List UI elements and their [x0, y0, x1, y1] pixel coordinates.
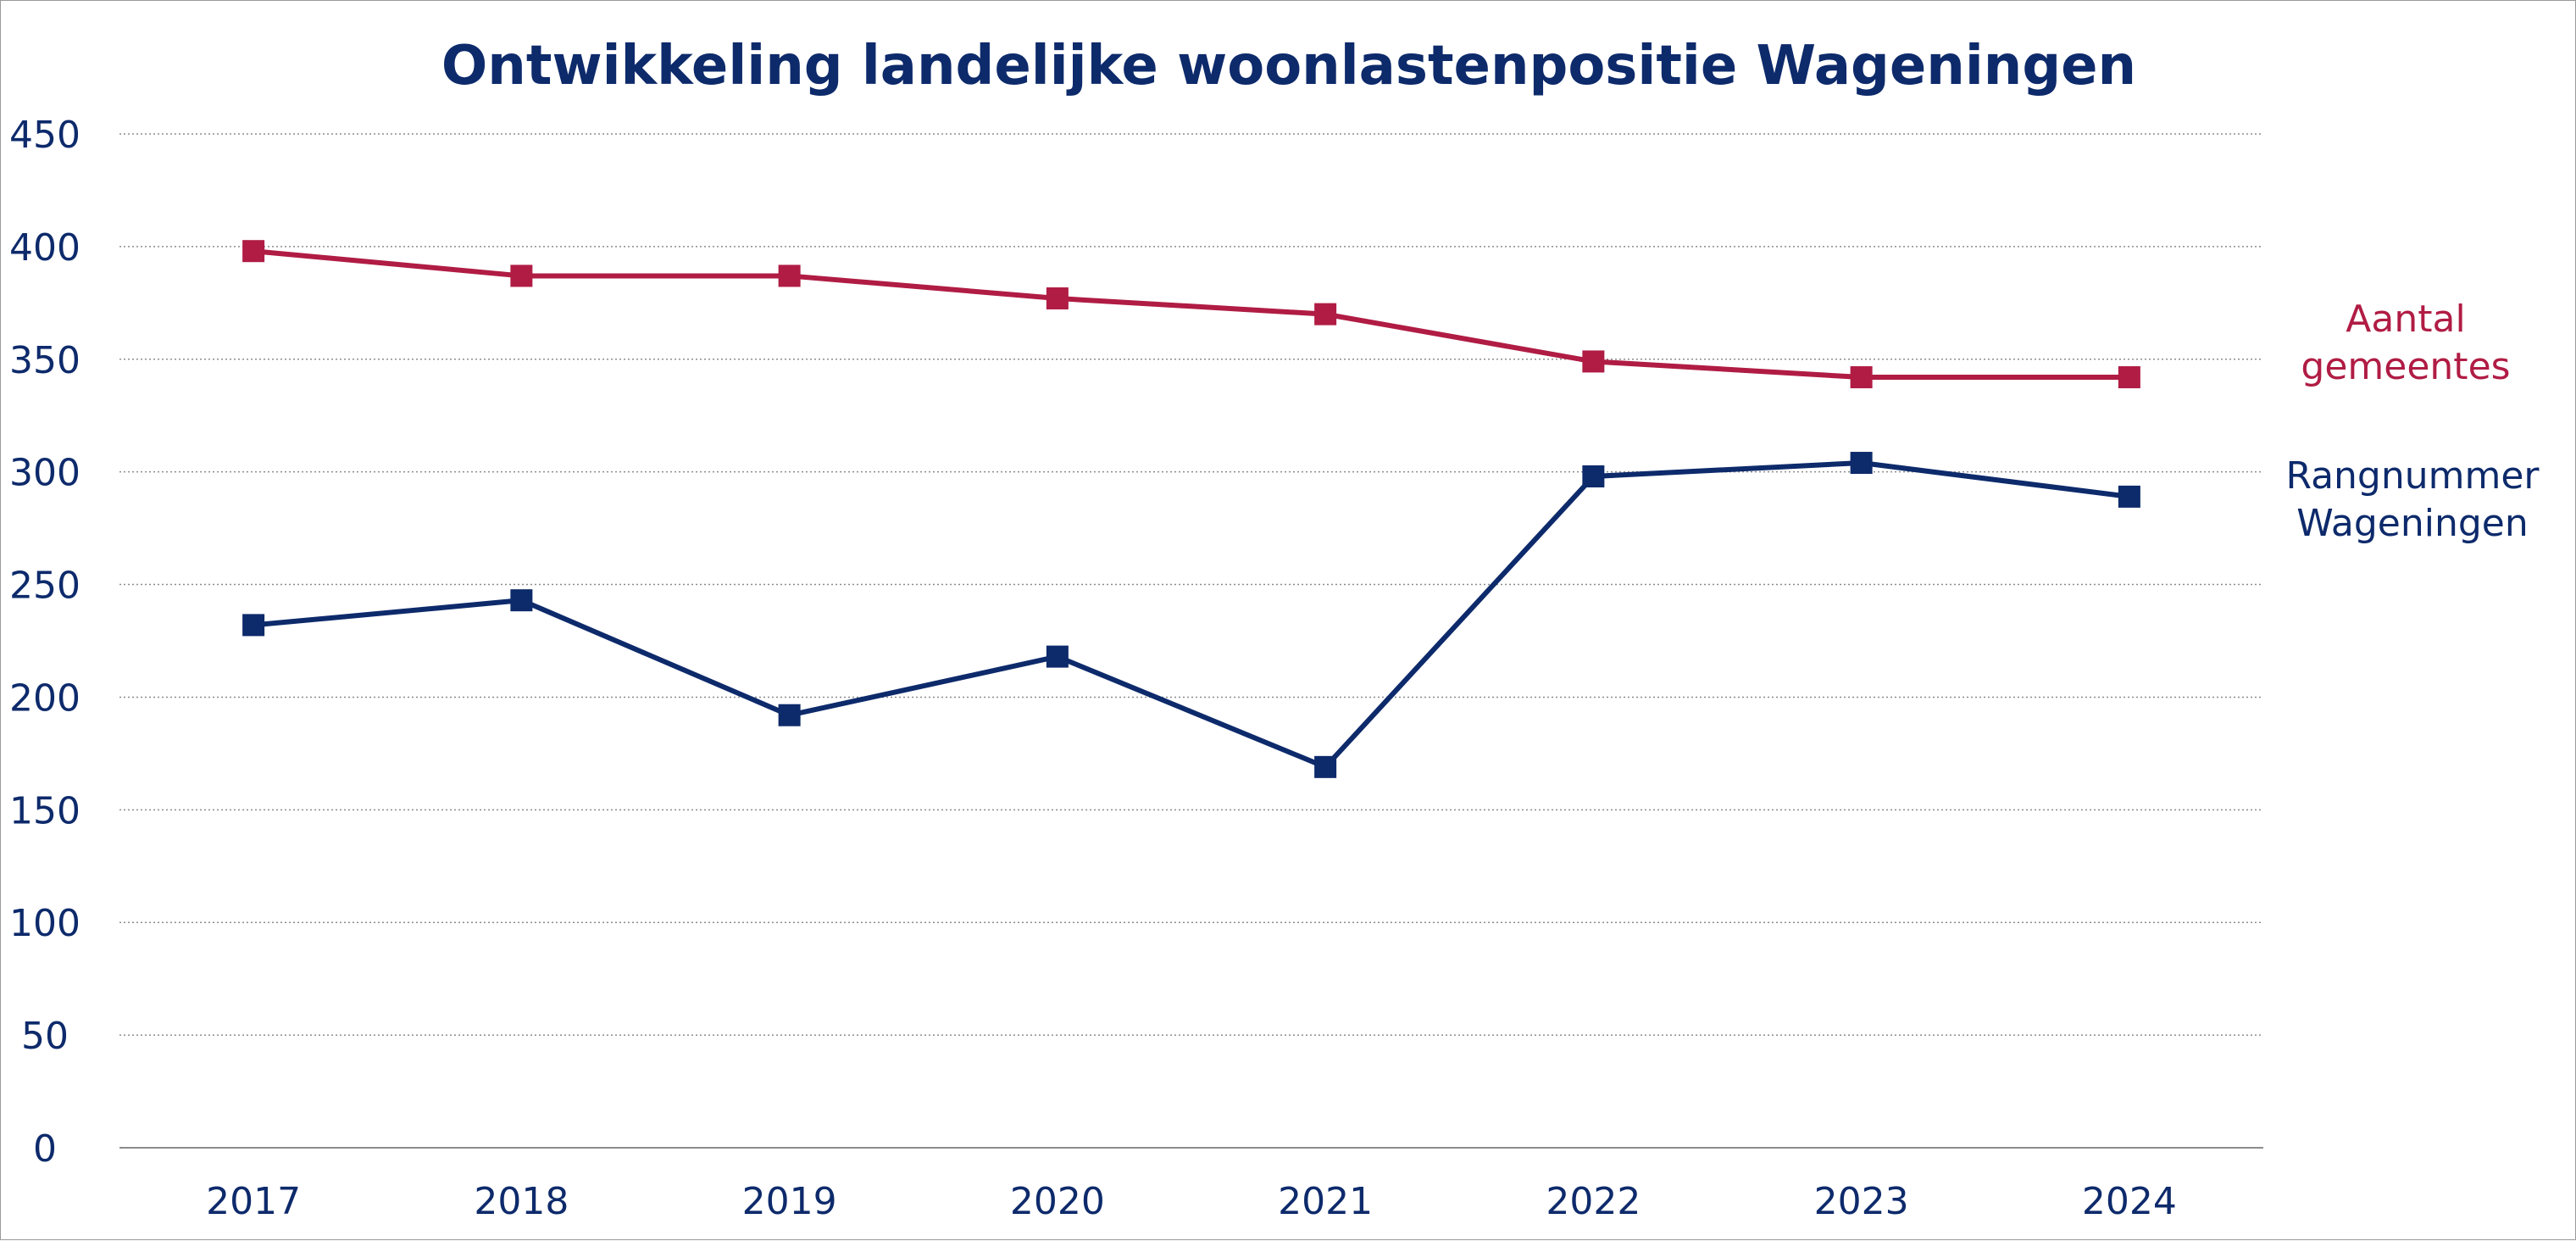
- data-point-marker: [1046, 645, 1069, 668]
- series-1: [242, 240, 2140, 389]
- series-group: [242, 240, 2140, 778]
- x-tick-label: 2019: [742, 1180, 837, 1223]
- series-labels: Aantal gemeentes Rangnummer Wageningen: [2285, 298, 2540, 545]
- series-2: [242, 452, 2140, 778]
- data-point-marker: [2118, 485, 2140, 508]
- series-line: [253, 460, 2130, 770]
- y-tick-label: 100: [9, 902, 80, 945]
- y-tick-label: 250: [9, 565, 80, 608]
- data-point-marker: [510, 589, 533, 612]
- y-tick-label: 350: [9, 339, 80, 382]
- data-point-marker: [1850, 366, 1873, 389]
- data-point-marker: [510, 264, 533, 287]
- y-tick-label: 200: [9, 676, 80, 720]
- series-label: Aantal gemeentes: [2301, 298, 2510, 388]
- y-tick-label: 50: [21, 1015, 69, 1058]
- y-tick-label: 450: [9, 114, 80, 157]
- data-point-marker: [1582, 465, 1605, 487]
- data-point-marker: [1582, 350, 1605, 373]
- x-tick-label: 2018: [474, 1180, 569, 1223]
- axes: 0 50 100 150 200 250 300 350 400 450 2017 2018 2019 2…: [9, 114, 2263, 1223]
- x-tick-label: 2022: [1546, 1180, 1641, 1223]
- data-point-marker: [778, 264, 801, 287]
- x-tick-label: 2024: [2082, 1180, 2177, 1223]
- data-point-marker: [1314, 755, 1337, 778]
- y-tick-label: 150: [9, 789, 80, 832]
- chart-title: Ontwikkeling landelijke woonlastenpositi…: [441, 35, 2136, 97]
- x-tick-label: 2021: [1278, 1180, 1373, 1223]
- x-tick-label: 2017: [206, 1180, 301, 1223]
- y-tick-label: 300: [9, 452, 80, 495]
- x-tick-label: 2020: [1010, 1180, 1105, 1223]
- data-point-marker: [242, 240, 265, 263]
- series-line: [253, 248, 2129, 381]
- data-point-marker: [778, 704, 801, 726]
- y-tick-label: 400: [9, 226, 80, 270]
- gridlines: [119, 133, 2263, 1036]
- y-tick-label: 0: [33, 1127, 57, 1171]
- x-tick-label: 2023: [1814, 1180, 1909, 1223]
- data-point-marker: [1314, 303, 1337, 326]
- data-point-marker: [2118, 366, 2140, 389]
- data-point-marker: [1046, 287, 1069, 310]
- series-label: Rangnummer Wageningen: [2285, 454, 2540, 545]
- data-point-marker: [242, 614, 265, 637]
- data-point-marker: [1850, 452, 1873, 475]
